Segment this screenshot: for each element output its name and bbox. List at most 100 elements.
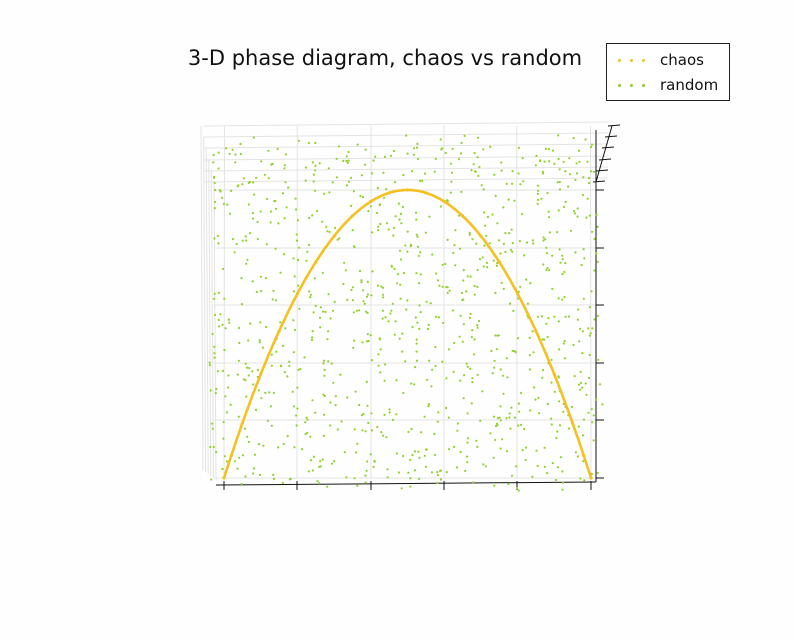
random-point [493,366,496,369]
random-point [582,176,585,179]
random-point [434,315,438,318]
random-point [414,366,417,369]
random-point [257,389,260,392]
random-point [305,416,308,419]
random-point [518,410,521,413]
random-point [542,239,545,242]
random-point [305,259,308,262]
random-point [217,242,220,245]
random-point [596,260,599,263]
random-point [223,349,226,352]
random-point [483,211,486,214]
random-point [563,270,566,274]
random-point [365,380,368,383]
random-point [457,214,461,217]
random-point [241,183,244,186]
random-point [507,198,510,201]
random-point [279,271,282,274]
random-point [557,375,560,378]
random-point [521,449,524,452]
random-point [314,411,317,414]
random-point [579,370,582,373]
random-point [519,183,522,186]
random-point [217,167,220,170]
random-point [427,405,430,408]
series-chaos [222,188,593,480]
random-point [226,203,229,206]
random-point [393,333,396,336]
random-point [208,361,211,364]
random-point [409,477,412,480]
random-point [227,386,230,389]
random-point [364,163,367,166]
random-point [579,477,582,480]
random-point [460,190,463,193]
random-point [304,166,308,169]
random-point [476,156,479,159]
random-point [237,359,240,362]
random-point [513,416,517,419]
random-point [355,309,358,312]
random-point [433,432,436,435]
random-point [558,400,561,403]
random-point [446,291,449,294]
random-point [377,353,380,356]
random-point [267,177,270,180]
random-point [518,240,522,243]
random-point [561,488,564,491]
random-point [430,385,433,388]
random-point [377,364,380,367]
random-point [210,478,213,481]
random-point [252,217,255,220]
random-point [222,437,225,440]
random-point [311,330,314,333]
random-point [380,285,383,288]
random-point [454,264,457,267]
random-point [452,445,456,448]
random-point [427,403,431,406]
random-point [399,258,403,261]
random-point [399,212,403,215]
random-point [542,236,545,239]
random-point [323,374,326,377]
random-point [366,280,369,283]
random-point [502,242,505,245]
random-point [478,165,481,169]
random-point [255,176,258,179]
random-point [417,450,420,453]
random-point [384,363,387,366]
random-point [439,469,442,472]
random-point [583,479,586,482]
random-point [217,318,220,322]
random-point [476,324,479,327]
random-point [237,184,240,187]
random-point [365,469,368,472]
random-point [536,189,540,192]
random-point [314,164,317,167]
random-point [418,477,421,480]
random-point [588,306,592,309]
random-point [315,209,319,213]
random-point [466,365,469,368]
random-point [416,235,419,238]
random-point [370,359,374,362]
random-point [508,416,511,419]
random-point [411,326,414,329]
random-point [327,330,330,333]
random-point [562,160,565,163]
random-point [293,275,296,278]
random-point [567,185,570,188]
random-point [273,200,276,203]
chaos-point [277,329,281,333]
random-point [364,481,367,484]
random-point [240,303,243,306]
random-point [562,410,565,413]
random-point [393,149,396,153]
random-point [211,332,214,336]
random-point [471,381,474,384]
random-point [211,427,214,430]
random-point [508,412,511,415]
random-point [473,293,476,296]
random-point [578,160,581,163]
random-point [466,437,470,440]
